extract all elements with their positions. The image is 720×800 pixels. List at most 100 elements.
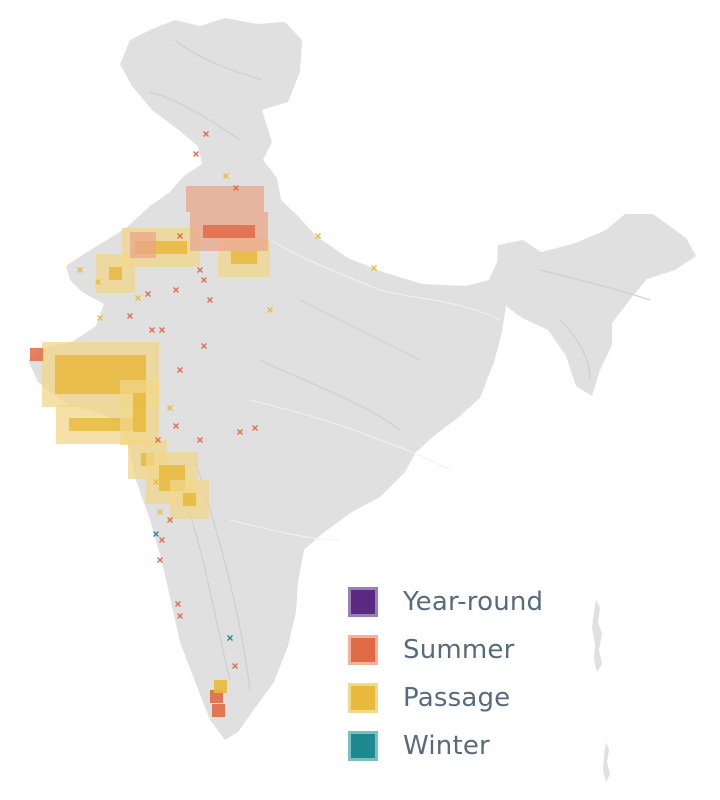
passage-cell (146, 478, 159, 491)
passage-cell (68, 368, 81, 381)
passage-cell (146, 393, 159, 406)
passage-cell (94, 394, 107, 407)
passage-cell (68, 381, 81, 394)
passage-cell (69, 418, 82, 431)
passage-cell (69, 431, 82, 444)
legend-item-summer: Summer (348, 626, 543, 674)
passage-cell (120, 368, 133, 381)
passage-marker (153, 479, 159, 485)
passage-cell (159, 478, 172, 491)
passage-cell (94, 368, 107, 381)
passage-cell (183, 493, 196, 506)
passage-cell (257, 264, 270, 277)
passage-cell (161, 241, 174, 254)
summer-cell (143, 232, 156, 245)
passage-cell (183, 480, 196, 493)
passage-cell (94, 355, 107, 368)
summer-marker (173, 287, 179, 293)
legend-item-year-round: Year-round (348, 578, 543, 626)
summer-cell (190, 225, 203, 238)
andaman-islands (592, 600, 602, 672)
summer-marker (177, 613, 183, 619)
summer-cell (242, 225, 255, 238)
summer-marker (233, 185, 239, 191)
passage-cell (231, 251, 244, 264)
passage-cell (96, 254, 109, 267)
passage-cell (42, 381, 55, 394)
summer-cell (130, 245, 143, 258)
passage-marker (157, 509, 163, 515)
passage-cell (120, 393, 133, 406)
passage-cell (95, 431, 108, 444)
summer-marker (145, 291, 151, 297)
passage-cell (82, 405, 95, 418)
passage-cell (146, 368, 159, 381)
passage-cell (133, 342, 146, 355)
passage-marker (223, 173, 229, 179)
passage-cell (170, 480, 183, 493)
summer-marker (149, 327, 155, 333)
summer-cell (199, 199, 212, 212)
legend-label-summer: Summer (403, 635, 515, 665)
passage-cell (69, 405, 82, 418)
summer-cell (229, 225, 242, 238)
passage-cell (214, 680, 227, 693)
passage-cell (146, 419, 159, 432)
summer-cell (229, 238, 242, 251)
passage-cell (128, 453, 141, 466)
summer-marker (193, 151, 199, 157)
summer-cell (251, 199, 264, 212)
passage-cell (257, 251, 270, 264)
passage-cell (55, 394, 68, 407)
summer-marker (155, 437, 161, 443)
passage-cell (133, 393, 146, 406)
passage-cell (185, 465, 198, 478)
passage-cell (154, 440, 167, 453)
passage-cell (174, 254, 187, 267)
legend-label-winter: Winter (403, 731, 490, 761)
summer-marker (197, 267, 203, 273)
passage-cell (185, 452, 198, 465)
passage-cell (109, 254, 122, 267)
summer-marker (201, 343, 207, 349)
passage-cell (122, 280, 135, 293)
summer-swatch (348, 635, 378, 665)
passage-cell (55, 355, 68, 368)
passage-marker (95, 279, 101, 285)
summer-cell (199, 186, 212, 199)
passage-cell (120, 406, 133, 419)
summer-cell (190, 212, 203, 225)
summer-cell (212, 186, 225, 199)
passage-cell (120, 355, 133, 368)
summer-cell (212, 704, 225, 717)
legend-label-year-round: Year-round (403, 587, 544, 617)
passage-marker (267, 307, 273, 313)
passage-cell (94, 342, 107, 355)
summer-cell (229, 212, 242, 225)
passage-cell (159, 465, 172, 478)
passage-cell (159, 452, 172, 465)
passage-cell (56, 431, 69, 444)
passage-marker (315, 233, 321, 239)
summer-marker (197, 437, 203, 443)
summer-marker (167, 517, 173, 523)
passage-cell (55, 342, 68, 355)
legend-label-passage: Passage (403, 683, 511, 713)
summer-cell (212, 199, 225, 212)
legend-item-passage: Passage (348, 674, 543, 722)
summer-cell (190, 238, 203, 251)
passage-cell (146, 491, 159, 504)
summer-marker (157, 557, 163, 563)
summer-cell (225, 199, 238, 212)
passage-cell (146, 452, 159, 465)
summer-cell (216, 238, 229, 251)
passage-cell (81, 368, 94, 381)
winter-swatch (348, 731, 378, 761)
passage-cell (133, 368, 146, 381)
passage-cell (95, 418, 108, 431)
summer-marker (127, 313, 133, 319)
passage-cell (107, 355, 120, 368)
summer-marker (252, 425, 258, 431)
summer-cell (210, 690, 223, 703)
